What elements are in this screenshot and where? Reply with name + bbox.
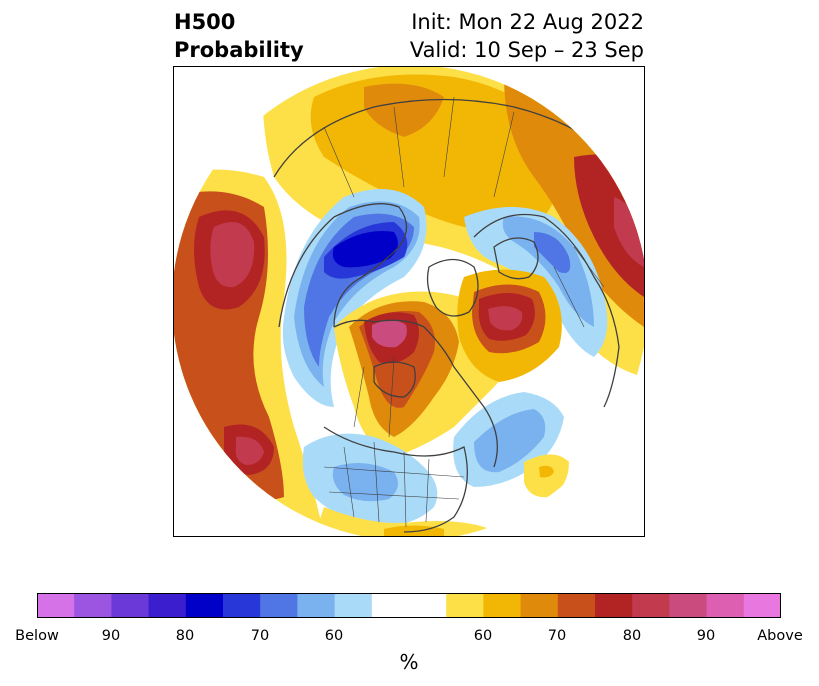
colorbar-swatch <box>334 593 373 618</box>
border-line <box>443 96 455 178</box>
border-line <box>393 106 405 188</box>
colorbar-swatch <box>483 593 522 618</box>
coastlines <box>273 98 620 533</box>
map-canvas <box>174 67 644 536</box>
anomaly-above-55 <box>314 507 504 536</box>
colorbar-swatch <box>148 593 187 618</box>
colorbar-swatch <box>185 593 224 618</box>
colorbar-tick: 90 <box>101 628 121 644</box>
border-line <box>328 491 460 500</box>
anomaly-below-60 <box>332 463 398 502</box>
colorbar-swatch <box>297 593 336 618</box>
border-line <box>573 246 605 288</box>
colorbar-tick: 90 <box>696 628 716 644</box>
probability-map <box>173 66 645 537</box>
border-line <box>425 458 430 523</box>
colorbar-swatch <box>409 593 447 618</box>
coastline-greenland <box>426 258 479 317</box>
chart-title-left: H500 Probability <box>174 8 304 64</box>
colorbar-tick: Below <box>15 628 59 644</box>
colorbar-swatch <box>371 593 410 618</box>
colorbar-tick: 80 <box>622 628 642 644</box>
border-line <box>353 366 365 428</box>
colorbar-tick: 60 <box>324 628 344 644</box>
colorbar-swatch <box>446 593 484 618</box>
colorbar-swatch <box>111 593 150 618</box>
border-line <box>343 446 355 518</box>
border-line <box>493 111 515 198</box>
colorbar-swatch <box>74 593 112 618</box>
anomaly-below-60 <box>502 216 594 327</box>
colorbar-tick: 60 <box>473 628 493 644</box>
colorbar-tick: 70 <box>547 628 567 644</box>
title-product: Probability <box>174 38 304 62</box>
colorbar-swatch <box>557 593 596 618</box>
anomaly-below-60 <box>474 409 546 473</box>
colorbar-swatch <box>669 593 708 618</box>
anomaly-below-75 <box>332 231 398 268</box>
coastline-europe <box>473 213 620 408</box>
colorbar-swatch <box>743 593 781 618</box>
border-line <box>323 126 355 198</box>
anomaly-above-80 <box>488 306 523 331</box>
anomaly-above-85 <box>372 320 407 348</box>
colorbar-swatch <box>260 593 298 618</box>
coastline-alaska <box>278 203 408 328</box>
political-borders <box>323 96 605 528</box>
anomaly-above-80 <box>235 436 264 465</box>
colorbar-swatch <box>595 593 633 618</box>
colorbar-tick: 80 <box>175 628 195 644</box>
anomaly-above-60 <box>384 525 444 536</box>
anomaly-above-80 <box>210 222 255 288</box>
colorbar-tick: Above <box>757 628 803 644</box>
coastline-canada <box>333 319 498 468</box>
anomaly-above-80 <box>614 197 644 267</box>
title-variable: H500 <box>174 10 236 34</box>
colorbar-swatches <box>37 593 781 618</box>
anomaly-above-65 <box>364 83 444 137</box>
title-init-date: Init: Mon 22 Aug 2022 <box>411 10 644 34</box>
coastline-scandinavia <box>493 237 539 280</box>
coastline-us <box>323 426 468 533</box>
colorbar-swatch <box>632 593 670 618</box>
colorbar-tick: 70 <box>250 628 270 644</box>
title-valid-range: Valid: 10 Sep – 23 Sep <box>409 38 644 62</box>
colorbar-outline <box>37 593 781 618</box>
border-line <box>323 466 465 478</box>
border-line <box>553 266 585 328</box>
colorbar-swatch <box>520 593 559 618</box>
colorbar-swatch <box>706 593 745 618</box>
border-line <box>403 451 407 528</box>
colorbar-units: % <box>399 650 419 674</box>
coastline-hudson-bay <box>373 361 416 398</box>
coastline-asia <box>273 98 615 178</box>
colorbar-swatch <box>223 593 261 618</box>
border-line <box>373 441 380 523</box>
anomaly-below-65 <box>534 232 571 273</box>
anomaly-above-60 <box>539 465 554 478</box>
colorbar-swatch <box>37 593 75 618</box>
colorbar <box>37 593 781 618</box>
chart-title-right: Init: Mon 22 Aug 2022 Valid: 10 Sep – 23… <box>410 8 644 64</box>
border-line <box>388 356 395 438</box>
